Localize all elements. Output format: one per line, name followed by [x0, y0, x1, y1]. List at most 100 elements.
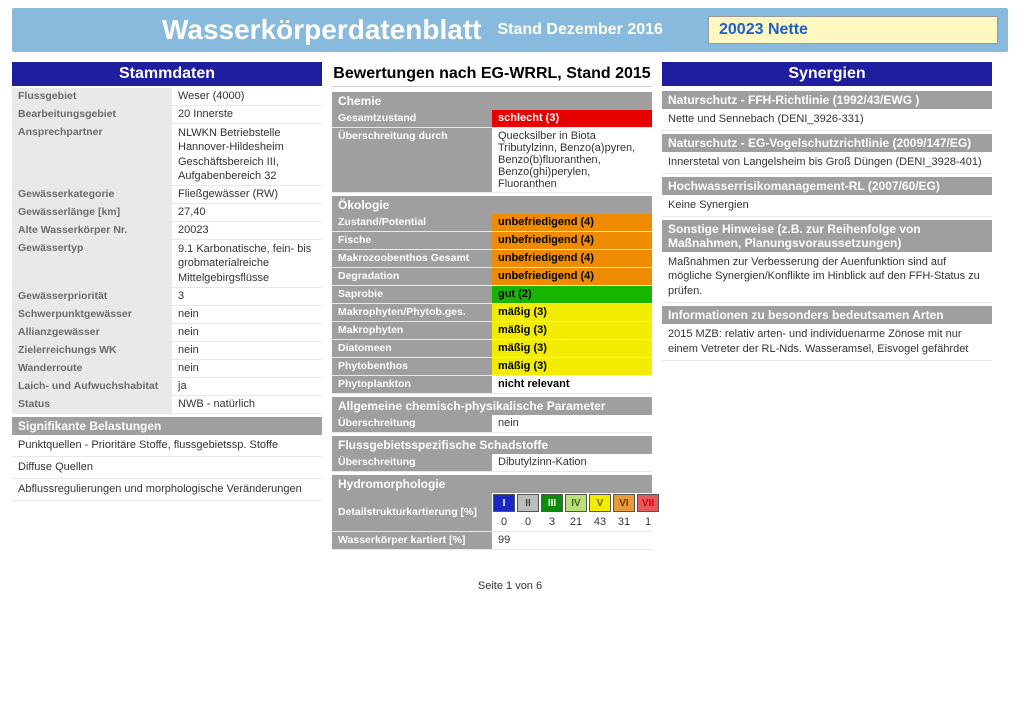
- stammdaten-row: GewässerkategorieFließgewässer (RW): [12, 186, 322, 204]
- stammdaten-row: Bearbeitungsgebiet20 Innerste: [12, 106, 322, 124]
- belastung-item: Diffuse Quellen: [12, 457, 322, 479]
- ffhrl-text: Nette und Sennebach (DENI_3926-331): [662, 109, 992, 131]
- belastungen-heading: Signifikante Belastungen: [12, 417, 322, 435]
- oekologie-value: mäßig (3): [492, 340, 652, 357]
- oekologie-key: Diatomeen: [332, 340, 492, 357]
- gesamtzustand-label: Gesamtzustand: [332, 110, 492, 127]
- dsk-value-cell: 0: [517, 514, 539, 530]
- stammdaten-key: Allianzgewässer: [12, 324, 172, 341]
- stammdaten-key: Gewässerpriorität: [12, 288, 172, 305]
- stammdaten-value: 27,40: [172, 204, 322, 221]
- stammdaten-value: NWB - natürlich: [172, 396, 322, 413]
- page-footer: Seite 1 von 6: [12, 580, 1008, 592]
- dsk-label: Detailstrukturkartierung [%]: [332, 493, 492, 531]
- hw-text: Keine Synergien: [662, 195, 992, 217]
- stammdaten-value: nein: [172, 342, 322, 359]
- oekologie-value: mäßig (3): [492, 358, 652, 375]
- page: Wasserkörperdatenblatt Stand Dezember 20…: [0, 0, 1020, 612]
- oekologie-key: Degradation: [332, 268, 492, 285]
- oekologie-row: Zustand/Potentialunbefriedigend (4): [332, 214, 652, 232]
- stammdaten-value: nein: [172, 324, 322, 341]
- hw-heading: Hochwasserrisikomanagement-RL (2007/60/E…: [662, 177, 992, 195]
- stammdaten-key: Status: [12, 396, 172, 413]
- bewertungen-heading: Bewertungen nach EG-WRRL, Stand 2015: [332, 62, 652, 87]
- dsk-value-cell: 3: [541, 514, 563, 530]
- stammdaten-value: ja: [172, 378, 322, 395]
- chemie-heading: Chemie: [332, 92, 652, 110]
- banner-title: Wasserkörperdatenblatt: [162, 14, 482, 46]
- oekologie-row: Saprobiegut (2): [332, 286, 652, 304]
- vogel-text: Innerstetal von Langelsheim bis Groß Dün…: [662, 152, 992, 174]
- fsp-label: Überschreitung: [332, 454, 492, 471]
- gesamtzustand-value: schlecht (3): [492, 110, 652, 127]
- stammdaten-key: Wanderroute: [12, 360, 172, 377]
- oekologie-key: Makrophyten: [332, 322, 492, 339]
- oekologie-row: Diatomeenmäßig (3): [332, 340, 652, 358]
- oekologie-row: Degradationunbefriedigend (4): [332, 268, 652, 286]
- ffhrl-heading: Naturschutz - FFH-Richtlinie (1992/43/EW…: [662, 91, 992, 109]
- stammdaten-heading: Stammdaten: [12, 62, 322, 86]
- stammdaten-value: NLWKN Betriebstelle Hannover-Hildesheim …: [172, 124, 322, 185]
- col-stammdaten: Stammdaten FlussgebietWeser (4000)Bearbe…: [12, 62, 322, 550]
- stammdaten-value: 20023: [172, 222, 322, 239]
- dsk-class-cell: VII: [637, 494, 659, 512]
- stammdaten-row: Gewässerlänge [km]27,40: [12, 204, 322, 222]
- sonst-text: Maßnahmen zur Verbesserung der Auenfunkt…: [662, 252, 992, 304]
- dsk-value-cell: 31: [613, 514, 635, 530]
- oekologie-key: Phytobenthos: [332, 358, 492, 375]
- info-heading: Informationen zu besonders bedeutsamen A…: [662, 306, 992, 324]
- stammdaten-row: FlussgebietWeser (4000): [12, 88, 322, 106]
- stammdaten-value: nein: [172, 360, 322, 377]
- dsk-value-cell: 43: [589, 514, 611, 530]
- stammdaten-key: Gewässertyp: [12, 240, 172, 287]
- stammdaten-row: Alte Wasserkörper Nr.20023: [12, 222, 322, 240]
- acp-label: Überschreitung: [332, 415, 492, 432]
- oekologie-key: Makrozoobenthos Gesamt: [332, 250, 492, 267]
- dsk-class-cell: II: [517, 494, 539, 512]
- oekologie-value: unbefriedigend (4): [492, 232, 652, 249]
- stammdaten-key: Gewässerkategorie: [12, 186, 172, 203]
- col-bewertungen: Bewertungen nach EG-WRRL, Stand 2015 Che…: [332, 62, 652, 550]
- stammdaten-value: nein: [172, 306, 322, 323]
- stammdaten-key: Zielerreichungs WK: [12, 342, 172, 359]
- stammdaten-row: Gewässerpriorität3: [12, 288, 322, 306]
- stammdaten-value: 9.1 Karbonatische, fein- bis grobmateria…: [172, 240, 322, 287]
- columns: Stammdaten FlussgebietWeser (4000)Bearbe…: [12, 62, 1008, 550]
- wk-kartiert-label: Wasserkörper kartiert [%]: [332, 532, 492, 549]
- banner: Wasserkörperdatenblatt Stand Dezember 20…: [12, 8, 1008, 52]
- oekologie-key: Fische: [332, 232, 492, 249]
- stammdaten-value: Weser (4000): [172, 88, 322, 105]
- oekologie-key: Phytoplankton: [332, 376, 492, 393]
- stammdaten-row: Schwerpunktgewässernein: [12, 306, 322, 324]
- oekologie-key: Zustand/Potential: [332, 214, 492, 231]
- stammdaten-row: Zielerreichungs WKnein: [12, 342, 322, 360]
- stammdaten-key: Alte Wasserkörper Nr.: [12, 222, 172, 239]
- ueberschreitung-durch-label: Überschreitung durch: [332, 128, 492, 192]
- oekologie-value: gut (2): [492, 286, 652, 303]
- oekologie-row: Fischeunbefriedigend (4): [332, 232, 652, 250]
- sonst-heading: Sonstige Hinweise (z.B. zur Reihenfolge …: [662, 220, 992, 252]
- col-synergien: Synergien Naturschutz - FFH-Richtlinie (…: [662, 62, 992, 550]
- stammdaten-row: StatusNWB - natürlich: [12, 396, 322, 414]
- oekologie-row: Phytobenthosmäßig (3): [332, 358, 652, 376]
- fsp-value: Dibutylzinn-Kation: [492, 454, 652, 471]
- stammdaten-key: Laich- und Aufwuchshabitat: [12, 378, 172, 395]
- ueberschreitung-durch-row: Überschreitung durch Quecksilber in Biot…: [332, 128, 652, 193]
- oekologie-value: nicht relevant: [492, 376, 652, 393]
- dsk-class-cell: IV: [565, 494, 587, 512]
- oekologie-value: unbefriedigend (4): [492, 250, 652, 267]
- wk-kartiert-value: 99: [492, 532, 652, 549]
- stammdaten-row: Gewässertyp9.1 Karbonatische, fein- bis …: [12, 240, 322, 288]
- belastung-item: Abflussregulierungen und morphologische …: [12, 479, 322, 501]
- dsk-class-cell: III: [541, 494, 563, 512]
- oekologie-row: Makrozoobenthos Gesamtunbefriedigend (4): [332, 250, 652, 268]
- oekologie-key: Saprobie: [332, 286, 492, 303]
- acp-value: nein: [492, 415, 652, 432]
- stammdaten-value: 3: [172, 288, 322, 305]
- hydro-heading: Hydromorphologie: [332, 475, 652, 493]
- stammdaten-row: Allianzgewässernein: [12, 324, 322, 342]
- dsk-row: Detailstrukturkartierung [%] IIIIIIIVVVI…: [332, 493, 652, 532]
- dsk-class-cell: V: [589, 494, 611, 512]
- stammdaten-key: Bearbeitungsgebiet: [12, 106, 172, 123]
- dsk-value-cell: 1: [637, 514, 659, 530]
